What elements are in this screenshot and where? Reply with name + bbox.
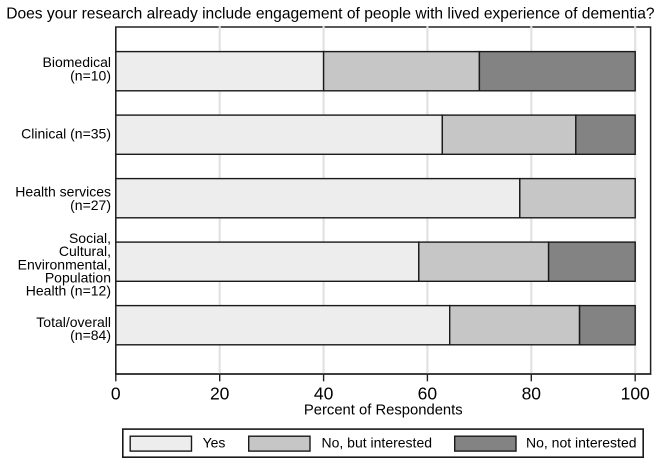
svg-text:(n=84): (n=84) [70, 327, 111, 343]
svg-text:Health services: Health services [15, 184, 111, 200]
svg-text:Clinical (n=35): Clinical (n=35) [21, 126, 111, 142]
svg-text:No, but interested: No, but interested [322, 435, 433, 451]
svg-text:20: 20 [210, 383, 230, 403]
svg-text:(n=10): (n=10) [70, 67, 111, 83]
svg-text:Total/overall: Total/overall [36, 314, 111, 330]
svg-text:Biomedical: Biomedical [43, 54, 111, 70]
svg-text:Environmental,: Environmental, [18, 256, 111, 272]
svg-text:60: 60 [418, 383, 438, 403]
svg-text:No, not interested: No, not interested [526, 435, 637, 451]
svg-text:Yes: Yes [203, 435, 226, 451]
svg-text:40: 40 [314, 383, 334, 403]
svg-text:Does your research already inc: Does your research already include engag… [6, 5, 655, 22]
svg-text:100: 100 [621, 383, 650, 403]
svg-text:0: 0 [111, 383, 121, 403]
svg-text:Social,: Social, [69, 230, 111, 246]
svg-text:Population: Population [45, 269, 111, 285]
svg-text:80: 80 [522, 383, 542, 403]
svg-text:(n=27): (n=27) [70, 197, 111, 213]
svg-text:Percent of Respondents: Percent of Respondents [304, 403, 463, 419]
svg-text:Cultural,: Cultural, [59, 243, 111, 259]
svg-text:Health (n=12): Health (n=12) [26, 283, 111, 299]
